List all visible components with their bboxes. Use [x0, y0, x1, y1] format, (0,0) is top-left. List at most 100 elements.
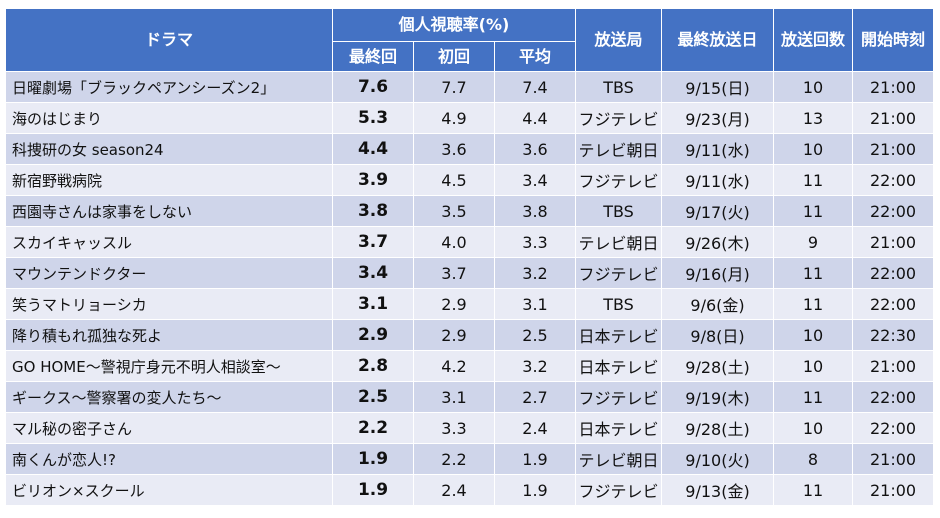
table-row: 笑うマトリョーシカ 3.1 2.9 3.1 TBS 9/6(金) 11 22:0…: [5, 288, 935, 320]
cell-final: 3.9: [332, 164, 414, 196]
cell-final-date: 9/26(木): [661, 226, 775, 258]
table-row: ギークス～警察署の変人たち～ 2.5 3.1 2.7 フジテレビ 9/19(木)…: [5, 381, 935, 413]
cell-average: 3.3: [493, 226, 577, 258]
cell-title: 科捜研の女 season24: [5, 133, 333, 165]
cell-first: 2.2: [413, 443, 495, 475]
cell-final-date: 9/28(土): [661, 412, 775, 444]
cell-title: 南くんが恋人!?: [5, 443, 333, 475]
cell-average: 1.9: [493, 474, 577, 506]
cell-final: 3.1: [332, 288, 414, 320]
cell-start-time: 21:00: [852, 443, 935, 475]
table-row: 南くんが恋人!? 1.9 2.2 1.9 テレビ朝日 9/10(火) 8 21:…: [5, 443, 935, 475]
cell-final: 7.6: [332, 71, 414, 103]
cell-start-time: 22:00: [852, 164, 935, 196]
cell-title: スカイキャッスル: [5, 226, 333, 258]
cell-station: TBS: [575, 195, 663, 227]
cell-episodes: 13: [773, 102, 854, 134]
table-row: 日曜劇場「ブラックペアンシーズン2」 7.6 7.7 7.4 TBS 9/15(…: [5, 71, 935, 103]
header-rating-group: 個人視聴率(%): [331, 8, 577, 42]
cell-final: 2.9: [332, 319, 414, 351]
cell-average: 3.6: [493, 133, 577, 165]
cell-final-date: 9/17(火): [661, 195, 775, 227]
table-row: マル秘の密子さん 2.2 3.3 2.4 日本テレビ 9/28(土) 10 22…: [5, 412, 935, 444]
cell-average: 3.8: [493, 195, 577, 227]
cell-final: 2.2: [332, 412, 414, 444]
cell-final-date: 9/16(月): [661, 257, 775, 289]
header-average: 平均: [493, 41, 577, 72]
cell-episodes: 11: [773, 164, 854, 196]
cell-start-time: 22:00: [852, 381, 935, 413]
cell-average: 7.4: [493, 71, 577, 103]
cell-title: ギークス～警察署の変人たち～: [5, 381, 333, 413]
header-final-date: 最終放送日: [661, 8, 775, 72]
cell-final-date: 9/23(月): [661, 102, 775, 134]
cell-first: 2.9: [413, 288, 495, 320]
cell-average: 2.7: [493, 381, 577, 413]
cell-average: 2.5: [493, 319, 577, 351]
cell-final-date: 9/15(日): [661, 71, 775, 103]
cell-start-time: 21:00: [852, 226, 935, 258]
cell-episodes: 11: [773, 474, 854, 506]
cell-title: 西園寺さんは家事をしない: [5, 195, 333, 227]
ratings-table: ドラマ 個人視聴率(%) 放送局 最終放送日 放送回数 開始時刻 最終回 初回 …: [5, 8, 935, 506]
cell-final: 1.9: [332, 443, 414, 475]
header-start-time: 開始時刻: [852, 8, 935, 72]
cell-average: 4.4: [493, 102, 577, 134]
cell-start-time: 21:00: [852, 102, 935, 134]
cell-first: 4.5: [413, 164, 495, 196]
cell-final-date: 9/6(金): [661, 288, 775, 320]
cell-first: 4.0: [413, 226, 495, 258]
cell-first: 7.7: [413, 71, 495, 103]
cell-title: 海のはじまり: [5, 102, 333, 134]
table-row: ビリオン×スクール 1.9 2.4 1.9 フジテレビ 9/13(金) 11 2…: [5, 474, 935, 506]
cell-station: 日本テレビ: [575, 319, 663, 351]
cell-first: 2.9: [413, 319, 495, 351]
cell-title: 笑うマトリョーシカ: [5, 288, 333, 320]
cell-episodes: 11: [773, 288, 854, 320]
table-row: マウンテンドクター 3.4 3.7 3.2 フジテレビ 9/16(月) 11 2…: [5, 257, 935, 289]
cell-station: テレビ朝日: [575, 443, 663, 475]
cell-station: フジテレビ: [575, 381, 663, 413]
cell-average: 3.2: [493, 257, 577, 289]
table-row: 降り積もれ孤独な死よ 2.9 2.9 2.5 日本テレビ 9/8(日) 10 2…: [5, 319, 935, 351]
cell-average: 1.9: [493, 443, 577, 475]
cell-average: 3.2: [493, 350, 577, 382]
cell-station: フジテレビ: [575, 102, 663, 134]
cell-final-date: 9/13(金): [661, 474, 775, 506]
cell-final-date: 9/11(水): [661, 133, 775, 165]
cell-start-time: 21:00: [852, 350, 935, 382]
cell-final: 2.8: [332, 350, 414, 382]
cell-final: 5.3: [332, 102, 414, 134]
header-station: 放送局: [575, 8, 663, 72]
cell-title: マウンテンドクター: [5, 257, 333, 289]
cell-title: GO HOME～警視庁身元不明人相談室～: [5, 350, 333, 382]
cell-start-time: 22:00: [852, 257, 935, 289]
table-row: スカイキャッスル 3.7 4.0 3.3 テレビ朝日 9/26(木) 9 21:…: [5, 226, 935, 258]
cell-title: 降り積もれ孤独な死よ: [5, 319, 333, 351]
cell-title: 新宿野戦病院: [5, 164, 333, 196]
cell-station: フジテレビ: [575, 257, 663, 289]
cell-start-time: 21:00: [852, 71, 935, 103]
cell-first: 4.9: [413, 102, 495, 134]
cell-start-time: 21:00: [852, 474, 935, 506]
cell-average: 3.4: [493, 164, 577, 196]
table-row: 西園寺さんは家事をしない 3.8 3.5 3.8 TBS 9/17(火) 11 …: [5, 195, 935, 227]
cell-station: TBS: [575, 288, 663, 320]
table-body: 日曜劇場「ブラックペアンシーズン2」 7.6 7.7 7.4 TBS 9/15(…: [5, 71, 935, 506]
table-row: 科捜研の女 season24 4.4 3.6 3.6 テレビ朝日 9/11(水)…: [5, 133, 935, 165]
cell-final: 3.7: [332, 226, 414, 258]
cell-start-time: 22:00: [852, 195, 935, 227]
table-row: 海のはじまり 5.3 4.9 4.4 フジテレビ 9/23(月) 13 21:0…: [5, 102, 935, 134]
cell-episodes: 10: [773, 319, 854, 351]
cell-station: フジテレビ: [575, 474, 663, 506]
cell-title: ビリオン×スクール: [5, 474, 333, 506]
cell-episodes: 9: [773, 226, 854, 258]
cell-final: 4.4: [332, 133, 414, 165]
cell-final-date: 9/8(日): [661, 319, 775, 351]
cell-station: 日本テレビ: [575, 350, 663, 382]
cell-episodes: 10: [773, 412, 854, 444]
cell-station: 日本テレビ: [575, 412, 663, 444]
header-first: 初回: [413, 41, 495, 72]
cell-first: 3.6: [413, 133, 495, 165]
